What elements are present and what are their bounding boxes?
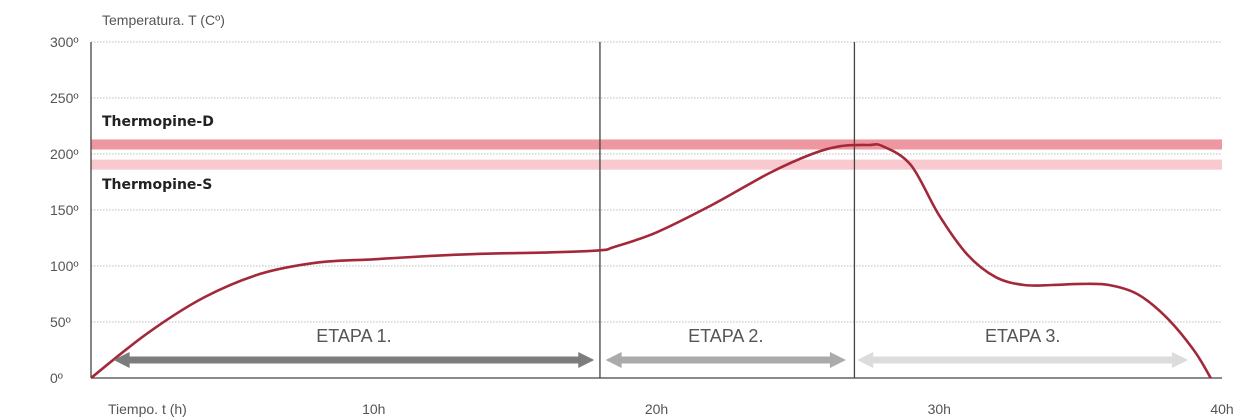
stage-arrow-head-left (605, 352, 622, 368)
tick-labels: 0º 50º 100º 150º 200º 250º 300º 10h 20h 30h 40h (50, 34, 1234, 417)
x-tick-label: 10h (362, 401, 385, 417)
x-tick-label: 40h (1210, 401, 1233, 417)
grid-lines (91, 41, 1222, 323)
stage-label: ETAPA 1. (316, 326, 391, 346)
reference-bands (91, 139, 1222, 170)
x-tick-label: 30h (928, 401, 951, 417)
stage-arrow-head-right (829, 352, 846, 368)
y-tick-label: 150º (50, 202, 78, 218)
y-tick-label: 50º (50, 314, 71, 330)
stage-arrow-head-right (1172, 352, 1189, 368)
stage-label: ETAPA 2. (688, 326, 763, 346)
y-tick-label: 250º (50, 90, 78, 106)
band-label-thermopine-s: Thermopine-S (102, 177, 212, 193)
y-tick-label: 200º (50, 146, 78, 162)
stage-arrow-head-left (113, 352, 130, 368)
y-tick-label: 300º (50, 34, 78, 50)
stage-arrow-head-left (857, 352, 874, 368)
y-tick-label: 0º (50, 370, 63, 386)
band-1 (91, 159, 1222, 170)
x-tick-label: 20h (645, 401, 668, 417)
stage-arrow-head-right (578, 352, 595, 368)
y-tick-label: 100º (50, 258, 78, 274)
stage-label: ETAPA 3. (985, 326, 1060, 346)
axes (90, 42, 1222, 379)
x-axis-title: Tiempo. t (h) (108, 401, 187, 417)
stage-arrows: ETAPA 1. ETAPA 2. ETAPA 3. (113, 326, 1189, 368)
band-0 (91, 139, 1222, 150)
stage-boundaries (599, 42, 856, 378)
band-label-thermopine-d: Thermopine-D (102, 114, 214, 130)
y-axis-title: Temperatura. T (Cº) (102, 12, 225, 28)
series-layer (90, 143, 1212, 380)
temperature-curve (90, 143, 1212, 380)
